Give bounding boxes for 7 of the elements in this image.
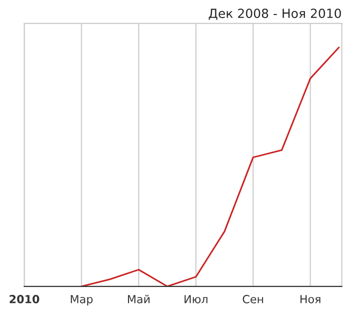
x-tick-label: Сен	[242, 294, 264, 304]
x-tick-label: Ноя	[300, 295, 320, 304]
chart-title: Дек 2008 - Ноя 2010	[208, 8, 341, 20]
x-tick-label: Май	[128, 294, 150, 304]
x-tick-label: 2010	[10, 294, 40, 304]
x-tick-label: Мар	[70, 295, 93, 306]
x-tick-label: Июл	[184, 295, 208, 304]
